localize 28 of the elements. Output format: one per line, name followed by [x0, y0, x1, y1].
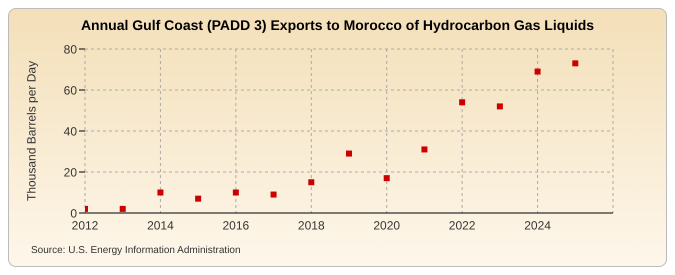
y-axis-title: Thousand Barrels per Day: [24, 60, 38, 201]
y-tick-label: 60: [64, 83, 78, 98]
point: [308, 179, 314, 186]
point: [120, 206, 126, 212]
point: [534, 68, 541, 75]
point: [496, 103, 503, 110]
x-tick-label: 2014: [147, 218, 174, 233]
point: [421, 146, 428, 152]
point: [384, 175, 390, 182]
y-tick-label: 40: [64, 124, 78, 138]
y-tick-label: 20: [64, 165, 78, 180]
y-tick-label: 0: [70, 206, 78, 220]
y-tick-label: 80: [64, 42, 78, 56]
source-note: Source: U.S. Energy Information Administration: [31, 245, 241, 256]
point: [157, 190, 164, 196]
point: [459, 99, 466, 106]
chart-title: Annual Gulf Coast (PADD 3) Exports to Morocco of Hydrocarbon Gas Liquids: [80, 17, 596, 33]
x-tick-label: 2020: [373, 218, 400, 233]
x-tick-label: 2022: [448, 218, 476, 233]
point: [195, 196, 202, 202]
x-tick-label: 2018: [298, 218, 325, 233]
point: [572, 60, 578, 66]
x-tick-label: 2024: [524, 218, 552, 233]
point: [270, 192, 277, 198]
point: [346, 150, 352, 157]
x-tick-label: 2016: [222, 218, 250, 233]
point: [232, 190, 239, 196]
x-tick-label: 2012: [72, 218, 99, 233]
